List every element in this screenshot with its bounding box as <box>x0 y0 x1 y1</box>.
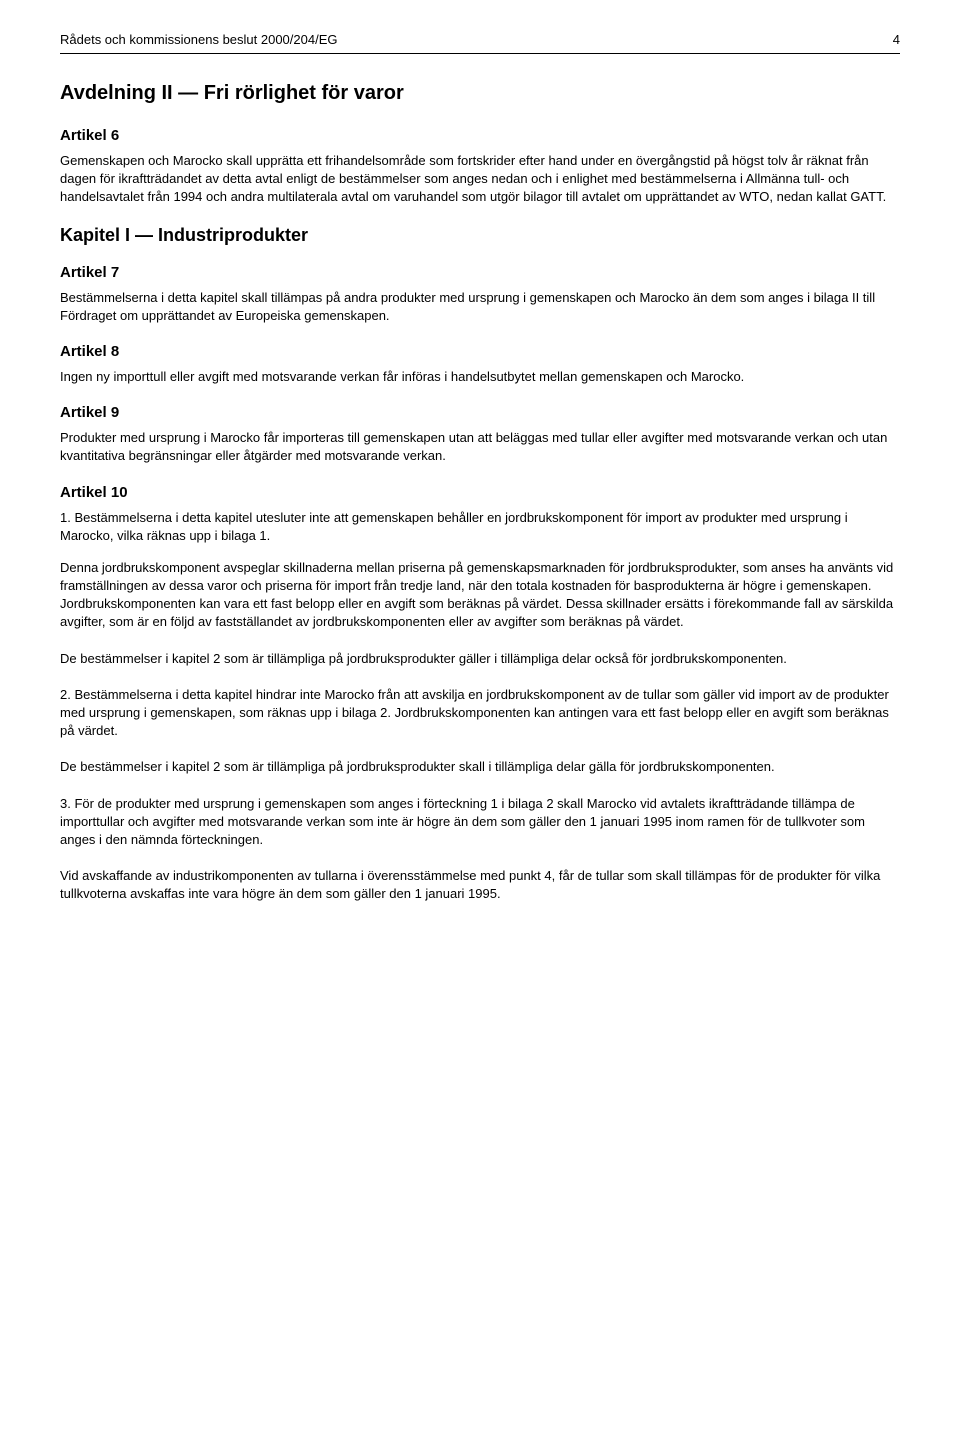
document-page: Rådets och kommissionens beslut 2000/204… <box>0 0 960 1446</box>
article-10-title: Artikel 10 <box>60 484 900 501</box>
article-10-p4: 2. Bestämmelserna i detta kapitel hindra… <box>60 686 900 741</box>
article-6-paragraph: Gemenskapen och Marocko skall upprätta e… <box>60 152 900 207</box>
section-title: Avdelning II — Fri rörlighet för varor <box>60 82 900 105</box>
article-7-title: Artikel 7 <box>60 264 900 281</box>
article-9-paragraph: Produkter med ursprung i Marocko får imp… <box>60 429 900 465</box>
doc-title: Rådets och kommissionens beslut 2000/204… <box>60 32 338 47</box>
article-10-p6: 3. För de produkter med ursprung i gemen… <box>60 795 900 850</box>
article-10-p5: De bestämmelser i kapitel 2 som är tillä… <box>60 758 900 776</box>
article-7-paragraph: Bestämmelserna i detta kapitel skall til… <box>60 289 900 325</box>
article-8-paragraph: Ingen ny importtull eller avgift med mot… <box>60 368 900 386</box>
page-header: Rådets och kommissionens beslut 2000/204… <box>60 32 900 47</box>
page-number: 4 <box>893 32 900 47</box>
article-6-title: Artikel 6 <box>60 127 900 144</box>
header-rule <box>60 53 900 54</box>
article-10-p1: 1. Bestämmelserna i detta kapitel uteslu… <box>60 509 900 545</box>
article-8-title: Artikel 8 <box>60 343 900 360</box>
article-9-title: Artikel 9 <box>60 404 900 421</box>
article-10-p7: Vid avskaffande av industrikomponenten a… <box>60 867 900 903</box>
article-10-p2: Denna jordbrukskomponent avspeglar skill… <box>60 559 900 632</box>
chapter-title: Kapitel I — Industriprodukter <box>60 225 900 246</box>
article-10-p3: De bestämmelser i kapitel 2 som är tillä… <box>60 650 900 668</box>
